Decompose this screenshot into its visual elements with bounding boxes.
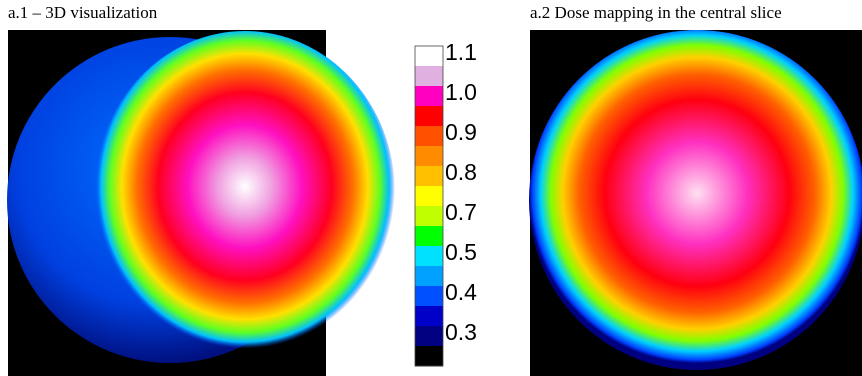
colorbar-segment: [415, 226, 443, 247]
colorbar-label: 1.0: [445, 79, 477, 105]
colorbar-label: 0.7: [445, 199, 477, 225]
colorbar-segment: [415, 106, 443, 127]
colorbar-segment: [415, 66, 443, 87]
colorbar-segment: [415, 266, 443, 287]
colorbar-label: 0.5: [445, 239, 477, 265]
colorbar-label: 0.4: [445, 279, 477, 305]
colorbar-label: 0.9: [445, 119, 477, 145]
colorbar-segment: [415, 86, 443, 107]
colorbar-label: 1.1: [445, 39, 477, 65]
colorbar-segment: [415, 146, 443, 167]
colorbar-segment: [415, 286, 443, 307]
colorbar-segment: [415, 346, 443, 367]
colorbar-segment: [415, 306, 443, 327]
panel-title: a.1 – 3D visualization: [8, 3, 158, 22]
colorbar-frame: [414, 45, 444, 367]
colorbar-segment: [415, 166, 443, 187]
colorbar-label: 0.8: [445, 159, 477, 185]
colorbar-segment: [415, 186, 443, 207]
colorbar-segment: [415, 46, 443, 67]
dose-region: [95, 31, 395, 355]
colorbar: 1.1 1.0 0.9 0.8 0.7 0.5 0.4 0.3: [414, 39, 477, 367]
colorbar-segment: [415, 246, 443, 267]
colorbar-segment: [415, 326, 443, 347]
colorbar-segment: [415, 126, 443, 147]
colorbar-label: 0.3: [445, 319, 477, 345]
dose-slice: [529, 30, 862, 370]
panel-title: a.2 Dose mapping in the central slice: [530, 3, 782, 22]
colorbar-segment: [415, 206, 443, 227]
